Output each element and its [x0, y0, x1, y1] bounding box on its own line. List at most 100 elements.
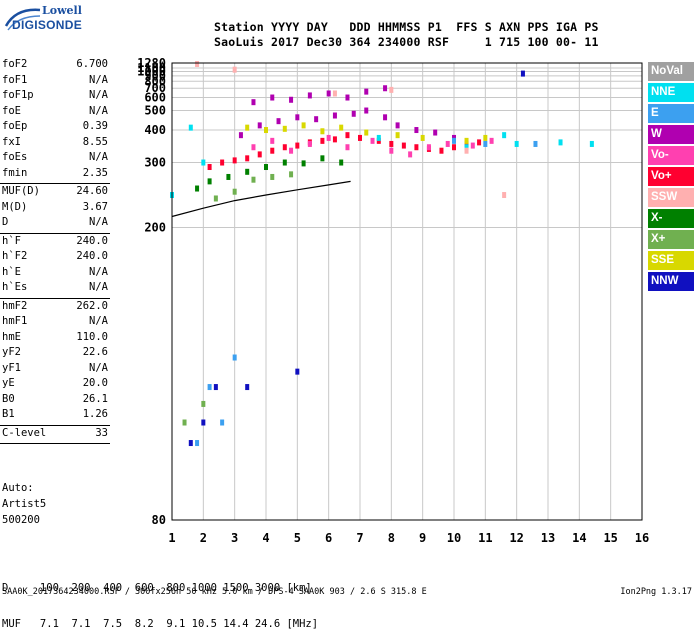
param-row: foE N/A	[0, 105, 110, 121]
param-value: N/A	[89, 315, 108, 327]
param-key: h`Es	[2, 281, 28, 293]
echo-point	[389, 140, 394, 147]
param-key: C-level	[2, 426, 47, 439]
echo-point	[558, 139, 563, 146]
echo-point	[326, 90, 331, 97]
echo-point	[220, 159, 225, 166]
echo-point	[326, 134, 331, 141]
scaling-line1: Auto:	[2, 482, 34, 494]
scaling-line3: 500200	[2, 514, 40, 526]
echo-point	[320, 137, 325, 144]
version-label: Ion2Png 1.3.17	[620, 587, 692, 597]
header-values: SaoLuis 2017 Dec30 364 234000 RSF 1 715 …	[214, 35, 599, 49]
param-key: B1	[2, 408, 15, 420]
param-value: 1.26	[82, 408, 108, 420]
param-key: yF1	[2, 361, 21, 374]
echo-point	[370, 137, 375, 144]
echo-point	[445, 140, 450, 147]
echo-point	[464, 144, 469, 151]
y-tick-label: 700	[144, 81, 166, 95]
param-row: hmE 110.0	[0, 331, 110, 347]
echo-point	[245, 124, 250, 131]
param-row: foEs N/A	[0, 151, 110, 167]
param-key: foEp	[2, 120, 28, 132]
param-row: h`E N/A	[0, 266, 110, 282]
echo-point	[389, 86, 394, 93]
echo-point	[401, 142, 406, 149]
echo-points	[170, 60, 594, 447]
echo-point	[414, 144, 419, 151]
x-tick-labels: 1 2 3 4 5 6 7 8 9 10 11 12 13 14 15 16	[168, 531, 649, 545]
echo-point	[188, 440, 193, 447]
echo-point	[251, 99, 256, 106]
echo-point	[364, 88, 369, 95]
echo-point	[264, 127, 268, 134]
echo-point	[295, 114, 300, 121]
echo-point	[307, 140, 312, 147]
echo-point	[270, 137, 275, 144]
plot-frame	[171, 62, 643, 521]
param-key: hmE	[2, 330, 21, 343]
param-value: 33	[95, 426, 108, 439]
param-row: B0 26.1	[0, 393, 110, 409]
echo-point	[314, 116, 319, 123]
echo-point	[232, 354, 237, 361]
echo-point	[489, 137, 494, 144]
param-value: 2.35	[82, 166, 108, 179]
echo-point	[332, 112, 337, 119]
param-row: yE 20.0	[0, 377, 110, 393]
param-row: hmF2 262.0	[0, 300, 110, 316]
footer-info: SAA0K_2017364234000.RSF / 300fx256h 50 k…	[2, 587, 427, 597]
y-tick-label: 400	[144, 123, 166, 137]
param-value: 8.55	[82, 135, 108, 148]
param-row: yF2 22.6	[0, 346, 110, 362]
y-tick-label: 900	[144, 69, 166, 83]
param-key: D	[2, 216, 9, 228]
param-value: 0.39	[82, 120, 108, 132]
logo-line2: DIGISONDE	[12, 18, 83, 32]
echo-point	[289, 96, 294, 103]
echo-point	[502, 192, 507, 199]
echo-point	[351, 110, 356, 117]
param-value: N/A	[89, 265, 108, 278]
echo-point	[383, 85, 388, 92]
y-tick-label: 800	[144, 74, 166, 88]
echo-point	[339, 124, 344, 131]
x-tick-label: 11	[478, 531, 492, 545]
trace-line	[171, 180, 351, 218]
param-key: foF1	[2, 73, 28, 86]
param-key: M(D)	[2, 200, 28, 213]
echo-point	[433, 129, 438, 136]
param-key: fxI	[2, 135, 21, 148]
echo-point	[195, 60, 200, 67]
echo-point	[282, 144, 287, 151]
legend-item-sse: SSE	[648, 251, 694, 270]
param-separator	[0, 183, 110, 184]
param-separator	[0, 424, 110, 426]
x-tick-label: 12	[509, 531, 523, 545]
param-value: N/A	[89, 151, 108, 163]
param-row: fxI 8.55	[0, 136, 110, 152]
echo-point	[452, 144, 456, 151]
chart-grid	[171, 62, 643, 521]
param-key: B0	[2, 392, 15, 405]
param-value: 20.0	[82, 377, 108, 389]
echo-point	[301, 160, 306, 167]
x-tick-label: 15	[603, 531, 617, 545]
param-value: 262.0	[76, 299, 108, 312]
ionogram-chart: 1 2 3 4 5 6 7 8 9 10 11 12 13 14 15 16 8020030040050060…	[137, 56, 649, 545]
param-value: N/A	[89, 281, 108, 293]
param-key: MUF(D)	[2, 185, 40, 197]
x-tick-label: 5	[294, 531, 301, 545]
echo-point	[226, 173, 231, 180]
echo-point	[232, 188, 237, 195]
echo-point	[245, 168, 250, 175]
echo-point	[514, 140, 519, 147]
param-key: foEs	[2, 151, 28, 163]
legend-item-noval: NoVal	[648, 62, 694, 81]
param-row: foF1p N/A	[0, 89, 110, 105]
param-row: h`Es N/A	[0, 281, 110, 297]
param-row: yF1 N/A	[0, 362, 110, 378]
scaling-line2: Artist5	[2, 498, 47, 510]
